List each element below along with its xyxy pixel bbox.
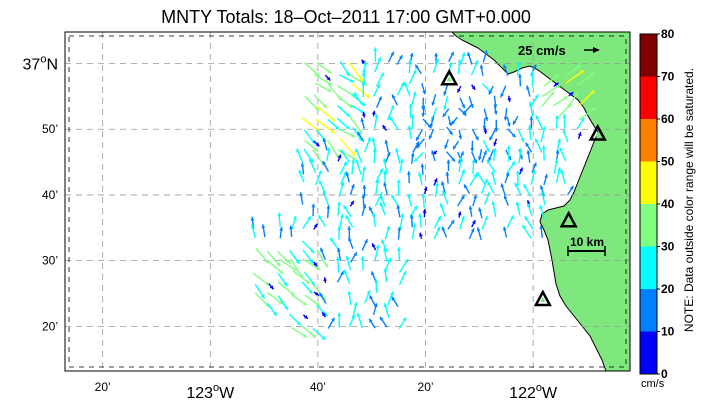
- y-tick-label: 40’: [42, 188, 58, 202]
- colorbar-unit: cm/s: [641, 378, 665, 390]
- colorbar-segment: [640, 332, 657, 375]
- x-tick-label: 122oW: [509, 382, 558, 402]
- scale-arrow-label: 25 cm/s: [518, 43, 566, 58]
- x-tick-label: 20’: [418, 380, 434, 394]
- y-tick-label: 37oN: [23, 54, 58, 74]
- colorbar-tick-label: 50: [661, 155, 675, 169]
- colorbar-segment: [640, 289, 657, 332]
- x-tick-label: 123oW: [186, 382, 235, 402]
- colorbar-tick-label: 80: [661, 27, 675, 41]
- y-tick-labels: 37oN 50’ 40’ 30’ 20’: [23, 54, 58, 334]
- colorbar-tick-label: 10: [661, 325, 675, 339]
- scale-bar-label: 10 km: [570, 235, 604, 249]
- colorbar-segment: [640, 77, 657, 120]
- x-tick-label: 20’: [95, 380, 111, 394]
- colorbar-segment: [640, 204, 657, 247]
- colorbar-tick-label: 20: [661, 282, 675, 296]
- ocean-area: [65, 32, 630, 371]
- y-tick-label: 50’: [42, 122, 58, 136]
- colorbar-tick-label: 30: [661, 240, 675, 254]
- x-tick-label: 40’: [310, 380, 326, 394]
- y-tick-label: 30’: [42, 254, 58, 268]
- saturation-note: NOTE: Data outside color range will be s…: [682, 68, 696, 332]
- colorbar-segment: [640, 119, 657, 162]
- colorbar-tick-label: 70: [661, 70, 675, 84]
- y-tick-label: 20’: [42, 319, 58, 333]
- colorbar-tick-label: 60: [661, 112, 675, 126]
- colorbar-segment: [640, 34, 657, 77]
- colorbar-segment: [640, 162, 657, 205]
- colorbar-tick-label: 40: [661, 197, 675, 211]
- x-tick-labels: 20’ 123oW 40’ 20’ 122oW: [95, 380, 558, 402]
- colorbar-segment: [640, 247, 657, 290]
- map-title: MNTY Totals: 18–Oct–2011 17:00 GMT+0.000: [161, 7, 531, 27]
